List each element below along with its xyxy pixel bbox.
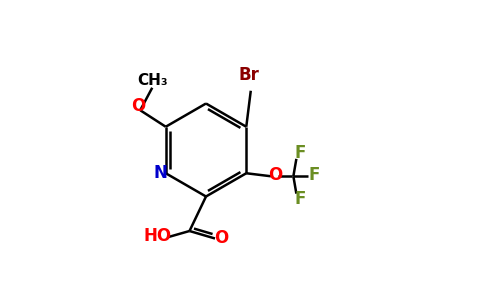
Text: O: O	[131, 97, 145, 115]
Text: CH₃: CH₃	[137, 73, 168, 88]
Text: O: O	[214, 229, 229, 247]
Text: O: O	[268, 166, 282, 184]
Text: Br: Br	[239, 66, 260, 84]
Text: HO: HO	[143, 227, 171, 245]
Text: F: F	[294, 190, 306, 208]
Text: N: N	[153, 164, 167, 182]
Text: F: F	[308, 166, 319, 184]
Text: F: F	[294, 145, 306, 163]
